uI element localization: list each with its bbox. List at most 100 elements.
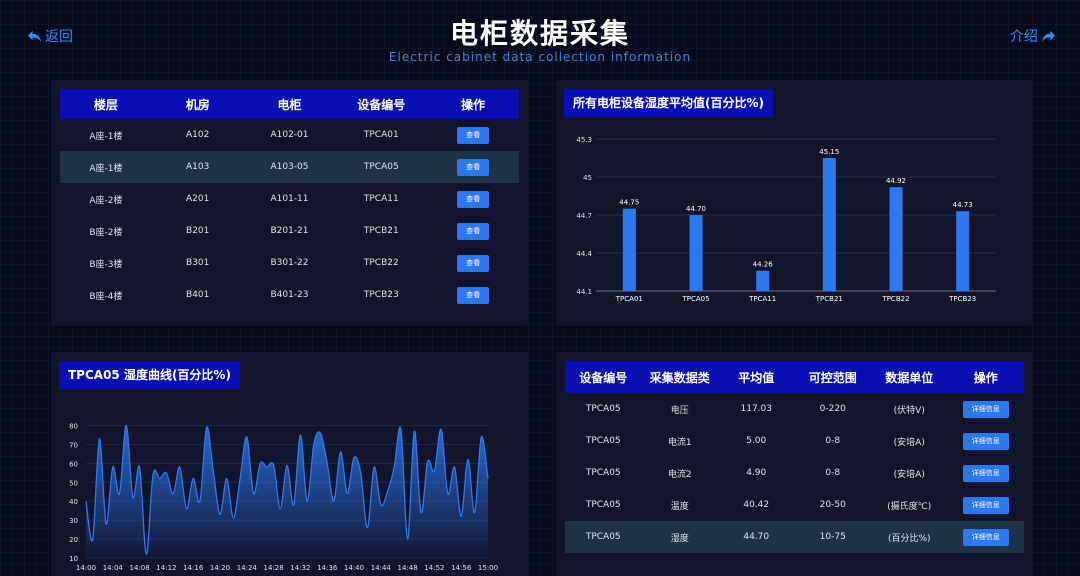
bar xyxy=(756,270,770,291)
table-row: TPCA05 湿度 44.70 10-75 (百分比%) 详细信息 xyxy=(565,521,1024,553)
cell-room: A201 xyxy=(186,194,210,204)
cell-range: 0-8 xyxy=(825,436,841,446)
cell-device: TPCA05 xyxy=(565,521,642,553)
table-row: B座-3楼 B301 B301-22 TPCB22 查看 xyxy=(60,247,519,279)
view-button[interactable]: 查看 xyxy=(457,158,490,176)
cell-type: 电流2 xyxy=(667,469,692,480)
details-button[interactable]: 详细信息 xyxy=(962,400,1009,418)
view-button[interactable]: 查看 xyxy=(457,190,490,208)
collection-data-table: 设备编号 采集数据类 平均值 可控范围 数据单位 操作 TPCA05 电压 11… xyxy=(565,361,1024,553)
cell-unit: (百分比%) xyxy=(871,521,948,553)
details-button[interactable]: 详细信息 xyxy=(962,432,1009,450)
y-tick-label: 44.7 xyxy=(576,212,592,220)
cell-floor: B座-3楼 xyxy=(89,259,123,270)
cell-action: 详细信息 xyxy=(948,457,1025,489)
bar-value-label: 45.15 xyxy=(819,148,839,156)
cell-cabinet: B201-21 xyxy=(270,226,309,236)
line-chart-title: TPCA05 湿度曲线(百分比%) xyxy=(59,361,240,389)
x-tick-label: 14:28 xyxy=(264,564,284,572)
collection-data-panel: 设备编号 采集数据类 平均值 可控范围 数据单位 操作 TPCA05 电压 11… xyxy=(556,352,1032,576)
page-title: 电柜数据采集 xyxy=(449,17,630,50)
cell-action: 查看 xyxy=(427,215,519,247)
x-tick-label: TPCA05 xyxy=(681,295,709,303)
details-button[interactable]: 详细信息 xyxy=(962,464,1009,482)
table-row: A座-1楼 A102 A102-01 TPCA01 查看 xyxy=(60,119,519,151)
back-label: 返回 xyxy=(45,29,73,45)
intro-label: 介绍 xyxy=(1010,29,1038,45)
cell-unit: (伏特V) xyxy=(893,405,925,416)
cell-floor: A座-2楼 xyxy=(89,195,123,206)
bar-chart-title: 所有电柜设备湿度平均值(百分比%) xyxy=(564,89,773,117)
back-link[interactable]: 返回 xyxy=(27,26,73,46)
view-button[interactable]: 查看 xyxy=(457,286,490,304)
col-header: 可控范围 xyxy=(794,361,871,393)
y-tick-label: 45 xyxy=(583,174,592,182)
x-tick-label: 14:32 xyxy=(290,564,310,572)
col-header: 操作 xyxy=(947,361,1024,393)
view-button[interactable]: 查看 xyxy=(457,222,490,240)
col-header: 机房 xyxy=(151,89,244,119)
cell-range: 0-220 xyxy=(819,404,846,414)
details-button[interactable]: 详细信息 xyxy=(962,528,1009,546)
humidity-curve-panel: TPCA05 湿度曲线(百分比%) 10 20 30 40 50 60 70 80 14:00 1… xyxy=(51,352,528,576)
bar-value-label: 44.70 xyxy=(686,205,706,213)
y-tick-label: 44.4 xyxy=(576,250,592,258)
y-tick-label: 40 xyxy=(69,498,78,506)
col-header: 电柜 xyxy=(243,89,336,119)
table-row: TPCA05 电压 117.03 0-220 (伏特V) 详细信息 xyxy=(565,393,1024,425)
col-header: 设备编号 xyxy=(335,89,428,119)
y-tick-label: 60 xyxy=(69,460,78,468)
x-tick-label: TPCA11 xyxy=(748,295,776,303)
x-tick-label: 14:44 xyxy=(371,564,392,572)
cell-type: 温度 xyxy=(670,501,689,512)
x-tick-label: TPCB21 xyxy=(815,295,843,303)
y-tick-label: 50 xyxy=(69,479,78,487)
intro-link[interactable]: 介绍 xyxy=(1010,26,1056,46)
cell-type: 电流1 xyxy=(667,437,692,448)
cell-device: TPCA05 xyxy=(585,500,621,510)
x-tick-label: TPCA01 xyxy=(615,295,643,303)
cell-room: A102 xyxy=(186,130,210,140)
cell-avg: 4.90 xyxy=(746,468,767,478)
y-tick-label: 20 xyxy=(69,536,78,544)
cell-avg: 44.70 xyxy=(718,521,795,553)
y-tick-label: 70 xyxy=(69,441,78,449)
cell-cabinet: B301-22 xyxy=(270,258,309,268)
x-tick-label: 14:40 xyxy=(344,564,364,572)
table-row: TPCA05 电流2 4.90 0-8 (安培A) 详细信息 xyxy=(565,457,1024,489)
cell-action: 详细信息 xyxy=(947,521,1024,553)
cabinet-table: 楼层 机房 电柜 设备编号 操作 A座-1楼 A102 A102-01 TPCA… xyxy=(60,89,519,311)
x-tick-label: TPCB23 xyxy=(948,295,976,303)
cell-type: 湿度 xyxy=(641,521,718,553)
cell-floor: B座-2楼 xyxy=(89,227,123,238)
cell-floor: A座-1楼 xyxy=(60,151,152,183)
cell-action: 详细信息 xyxy=(948,393,1025,425)
cell-device: TPCA05 xyxy=(585,404,621,414)
humidity-area xyxy=(86,425,488,558)
cell-avg: 5.00 xyxy=(746,436,767,446)
bar-value-label: 44.73 xyxy=(953,201,973,209)
view-button[interactable]: 查看 xyxy=(457,126,490,144)
cell-cabinet: A101-11 xyxy=(270,194,309,204)
x-tick-label: 14:52 xyxy=(424,564,444,572)
x-tick-label: 14:20 xyxy=(210,564,230,572)
bar-value-label: 44.92 xyxy=(886,177,906,185)
y-tick-label: 44.1 xyxy=(576,288,592,296)
bar xyxy=(689,215,703,291)
cell-device: TPCA01 xyxy=(363,130,399,140)
humidity-bar-chart: 44.1 44.4 44.7 45 45.3 44.75 TPCA01 44.70 TPCA05… xyxy=(576,136,996,303)
x-tick-label: 14:04 xyxy=(103,564,124,572)
bar xyxy=(622,208,636,291)
x-tick-label: 14:08 xyxy=(130,564,150,572)
cell-cabinet: A103-05 xyxy=(243,151,336,183)
bar xyxy=(822,158,836,291)
cell-floor: A座-1楼 xyxy=(89,131,123,142)
details-button[interactable]: 详细信息 xyxy=(962,496,1009,514)
y-tick-label: 80 xyxy=(69,422,78,430)
view-button[interactable]: 查看 xyxy=(457,254,490,272)
table-row: A座-2楼 A201 A101-11 TPCA11 查看 xyxy=(60,183,519,215)
x-tick-label: 14:36 xyxy=(317,564,338,572)
col-header: 采集数据类 xyxy=(641,361,718,393)
col-header: 楼层 xyxy=(60,89,152,119)
x-tick-label: 14:56 xyxy=(451,564,472,572)
